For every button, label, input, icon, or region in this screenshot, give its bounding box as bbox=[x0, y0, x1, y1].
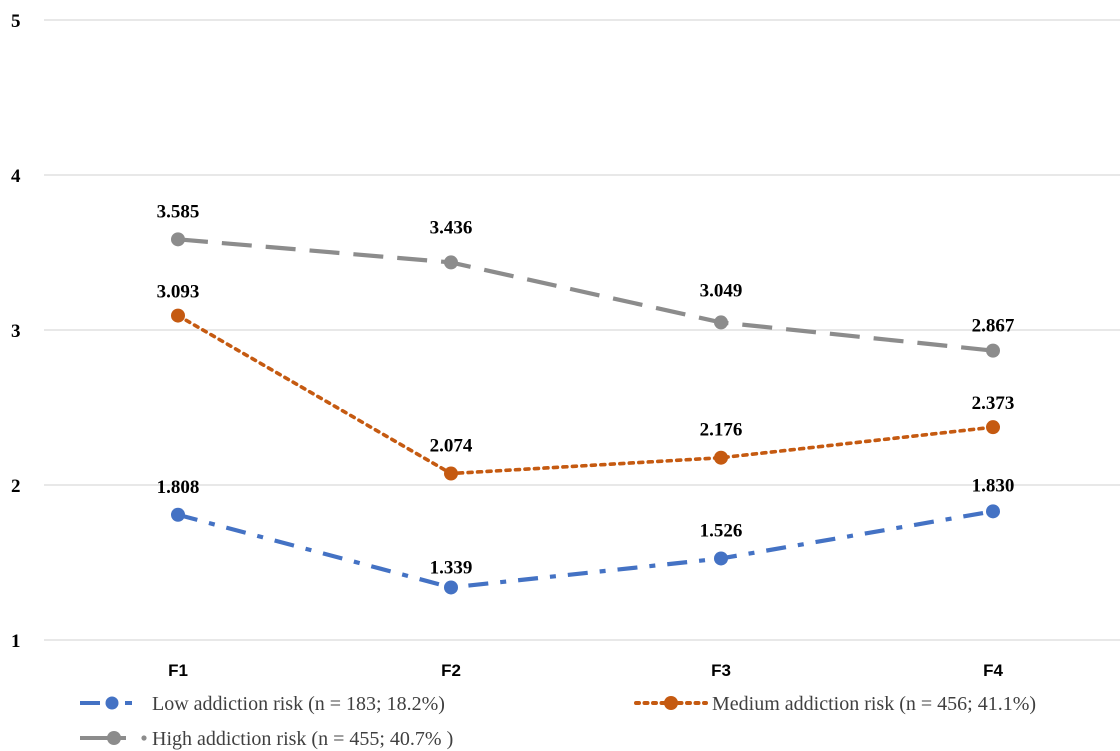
data-point-high-f2 bbox=[444, 255, 458, 270]
data-point-low-f2 bbox=[444, 580, 458, 595]
data-point-high-f4 bbox=[986, 343, 1000, 358]
legend-symbol-medium bbox=[634, 696, 708, 710]
legend-symbol-low bbox=[80, 696, 132, 710]
data-label-high-f4: 2.867 bbox=[972, 316, 1015, 337]
data-point-medium-f2 bbox=[444, 466, 458, 481]
series-medium bbox=[171, 308, 1000, 481]
legend-label-high: High addiction risk (n = 455; 40.7% ) bbox=[152, 728, 453, 750]
legend-item-low: Low addiction risk (n = 183; 18.2%) bbox=[80, 693, 445, 715]
data-label-high-f2: 3.436 bbox=[430, 217, 473, 238]
y-tick-label-5: 5 bbox=[11, 11, 21, 32]
data-labels: 1.808 1.339 1.526 1.830 3.093 2.074 2.176 2.373… bbox=[157, 201, 1015, 578]
data-point-low-f3 bbox=[714, 551, 728, 566]
data-label-medium-f1: 3.093 bbox=[157, 282, 200, 303]
data-point-low-f4 bbox=[986, 504, 1000, 519]
series-low bbox=[171, 504, 1000, 595]
data-point-medium-f1 bbox=[171, 308, 185, 323]
data-label-medium-f4: 2.373 bbox=[972, 393, 1015, 414]
data-label-medium-f3: 2.176 bbox=[700, 420, 743, 441]
series-line-low bbox=[177, 509, 994, 590]
x-tick-label-f4: F4 bbox=[983, 661, 1003, 680]
legend-label-medium: Medium addiction risk (n = 456; 41.1%) bbox=[712, 693, 1036, 715]
data-label-medium-f2: 2.074 bbox=[430, 436, 473, 457]
data-point-medium-f4 bbox=[986, 420, 1000, 435]
data-point-high-f1 bbox=[171, 232, 185, 247]
x-tick-label-f3: F3 bbox=[711, 661, 731, 680]
legend-item-high: High addiction risk (n = 455; 40.7% ) bbox=[80, 728, 453, 750]
y-tick-label-4: 4 bbox=[11, 166, 21, 187]
x-tick-label-f1: F1 bbox=[168, 661, 188, 680]
data-point-high-f3 bbox=[714, 315, 728, 330]
x-axis-ticks: F1 F2 F3 F4 bbox=[168, 661, 1003, 680]
data-point-medium-f3 bbox=[714, 450, 728, 465]
data-label-low-f4: 1.830 bbox=[972, 475, 1015, 496]
data-label-low-f1: 1.808 bbox=[157, 477, 200, 498]
series-group bbox=[171, 232, 1000, 595]
legend-item-medium: Medium addiction risk (n = 456; 41.1%) bbox=[634, 693, 1036, 715]
data-label-high-f3: 3.049 bbox=[700, 280, 743, 301]
data-label-high-f1: 3.585 bbox=[157, 201, 200, 222]
legend-symbol-high bbox=[80, 731, 147, 745]
data-label-low-f3: 1.526 bbox=[700, 520, 743, 541]
legend-label-low: Low addiction risk (n = 183; 18.2%) bbox=[152, 693, 445, 715]
series-line-medium bbox=[176, 313, 995, 476]
data-label-low-f2: 1.339 bbox=[430, 557, 473, 578]
y-tick-label-1: 1 bbox=[11, 631, 21, 652]
y-axis-ticks: 1 2 3 4 5 bbox=[11, 11, 21, 652]
y-tick-label-2: 2 bbox=[11, 476, 21, 497]
data-point-low-f1 bbox=[171, 507, 185, 522]
x-tick-label-f2: F2 bbox=[441, 661, 461, 680]
legend: Low addiction risk (n = 183; 18.2%) Mediu… bbox=[80, 693, 1036, 750]
series-line-high bbox=[177, 237, 994, 353]
series-high bbox=[171, 232, 1000, 358]
gridlines bbox=[44, 19, 1120, 641]
y-tick-label-3: 3 bbox=[11, 321, 21, 342]
